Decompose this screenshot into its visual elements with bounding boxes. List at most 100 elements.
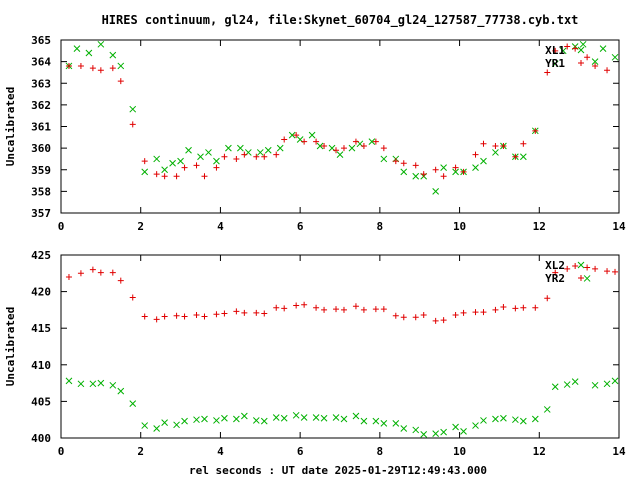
data-point-yr2	[141, 313, 148, 320]
data-point-xl2	[221, 414, 228, 422]
data-point-yr1	[301, 138, 308, 145]
data-point-yr2	[213, 311, 220, 318]
data-point-xl1	[480, 157, 487, 165]
data-point-xl2	[173, 421, 180, 429]
data-point-yr2	[372, 306, 379, 313]
data-point-xl2	[440, 428, 447, 436]
data-point-xl1	[141, 168, 149, 176]
top-y-axis-label: Uncalibrated	[4, 87, 17, 166]
data-point-yr1	[500, 142, 507, 149]
data-point-yr2	[333, 306, 340, 313]
legend-marker-yr2	[578, 275, 584, 281]
data-point-xl2	[340, 415, 348, 423]
data-point-xl2	[472, 422, 479, 429]
data-point-yr1	[440, 173, 447, 180]
data-point-yr1	[333, 147, 340, 154]
data-point-xl1	[213, 157, 220, 165]
data-point-xl2	[519, 417, 527, 425]
data-point-yr1	[520, 140, 527, 147]
data-point-xl2	[460, 428, 467, 435]
data-point-xl2	[352, 412, 360, 420]
data-point-yr1	[253, 153, 260, 160]
legend-label-xl2: XL2	[545, 259, 565, 272]
data-point-yr2	[301, 301, 308, 308]
data-point-xl2	[193, 416, 200, 424]
data-point-xl1	[97, 40, 105, 48]
data-point-yr1	[117, 78, 124, 85]
data-point-yr2	[564, 265, 571, 272]
legend-marker-xl2	[577, 261, 585, 269]
data-point-xl2	[591, 381, 599, 389]
data-point-yr1	[592, 62, 599, 69]
data-point-yr1	[313, 138, 320, 145]
data-point-xl2	[65, 377, 73, 385]
data-point-yr2	[281, 305, 288, 312]
data-point-yr2	[77, 270, 84, 277]
data-point-yr1	[360, 142, 367, 149]
data-point-xl2	[201, 415, 208, 423]
data-point-xl1	[432, 188, 440, 195]
data-point-yr2	[492, 306, 499, 313]
data-point-xl1	[185, 146, 192, 154]
data-point-xl2	[583, 275, 591, 282]
bottom-x-tick-label: 2	[137, 445, 144, 458]
data-point-yr2	[233, 308, 240, 315]
top-y-tick-label: 364	[31, 56, 51, 69]
data-point-yr1	[380, 145, 387, 152]
data-point-xl1	[611, 53, 619, 61]
data-point-xl2	[392, 420, 400, 427]
top-y-tick-label: 361	[31, 121, 51, 134]
legend-label-yr1: YR1	[545, 57, 565, 70]
data-point-xl1	[519, 153, 527, 161]
data-point-yr2	[253, 309, 260, 316]
data-point-xl1	[153, 155, 161, 163]
data-point-xl2	[332, 414, 340, 421]
legend-label-xl1: XL1	[545, 44, 565, 57]
data-point-yr1	[141, 158, 148, 165]
data-point-xl1	[264, 146, 272, 154]
data-point-yr1	[472, 151, 479, 158]
legend-marker-xl1	[577, 46, 585, 54]
top-y-tick-label: 365	[31, 34, 51, 47]
data-point-yr1	[77, 62, 84, 69]
data-point-xl2	[260, 417, 268, 425]
data-point-yr2	[392, 312, 399, 319]
data-point-xl2	[500, 414, 507, 422]
data-point-yr2	[452, 312, 459, 319]
data-point-xl2	[240, 412, 248, 420]
bottom-y-tick-label: 415	[31, 322, 51, 335]
top-plot-frame	[60, 39, 620, 214]
top-y-tick-label: 362	[31, 99, 51, 112]
data-point-yr2	[552, 269, 559, 276]
data-point-yr1	[584, 54, 591, 61]
data-point-yr1	[452, 164, 459, 171]
data-point-yr2	[400, 314, 407, 321]
data-point-xl2	[181, 417, 188, 425]
data-point-xl1	[380, 155, 388, 163]
data-point-yr2	[181, 313, 188, 320]
top-x-tick-label: 14	[612, 220, 626, 233]
data-point-yr1	[321, 142, 328, 149]
top-y-tick-label: 359	[31, 164, 51, 177]
data-point-xl2	[272, 414, 280, 421]
data-point-xl2	[603, 380, 611, 388]
data-point-xl2	[292, 411, 300, 419]
data-point-yr2	[420, 312, 427, 319]
data-point-xl2	[320, 414, 328, 422]
bottom-y-tick-label: 420	[31, 286, 51, 299]
data-point-yr2	[173, 312, 180, 319]
data-point-yr2	[592, 265, 599, 272]
data-point-yr1	[213, 164, 220, 171]
data-point-yr1	[153, 171, 160, 178]
data-point-yr1	[161, 173, 168, 180]
bottom-x-tick-label: 6	[297, 445, 304, 458]
data-point-xl2	[531, 415, 539, 423]
data-point-yr2	[221, 310, 228, 317]
data-point-xl1	[117, 62, 125, 70]
data-point-xl1	[472, 164, 479, 171]
top-panel: 357 358 359 360 361 362 363 364 365 0 2 4 6 8 10 12 14 Un…	[4, 34, 626, 233]
data-point-xl1	[551, 60, 559, 68]
bottom-y-axis-label: Uncalibrated	[4, 307, 17, 386]
data-point-yr2	[532, 304, 539, 311]
x-axis-label: rel seconds : UT date 2025-01-29T12:49:4…	[189, 464, 487, 477]
